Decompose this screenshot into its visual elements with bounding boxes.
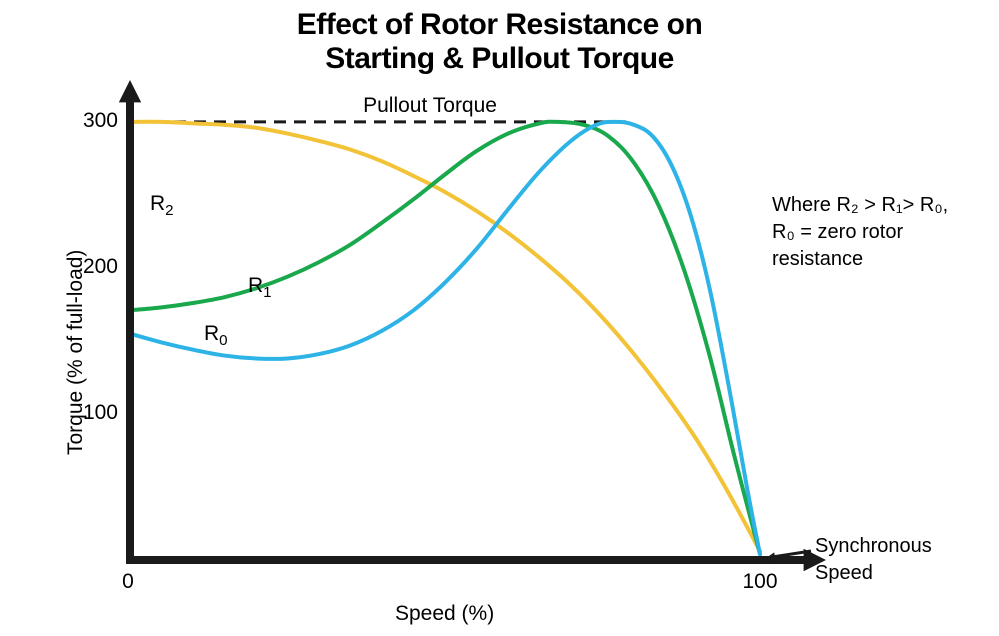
legend-note-line1: Where R₂ > R₁> R₀, (772, 194, 948, 216)
legend-note: Where R₂ > R₁> R₀, R₀ = zero rotor resis… (772, 192, 999, 273)
sync-line2: Speed (815, 562, 873, 584)
chart-root: Effect of Rotor Resistance on Starting &… (0, 0, 999, 636)
y-tick-label: 300 (83, 109, 118, 133)
x-tick-label: 100 (742, 570, 777, 594)
x-tick-label: 0 (122, 570, 134, 594)
curve-label-R1: R1 (248, 272, 272, 304)
sync-line1: Synchronous (815, 535, 932, 557)
synchronous-speed-label: Synchronous Speed (815, 533, 932, 587)
y-tick-label: 200 (83, 255, 118, 279)
curve-label-R0: R0 (204, 320, 228, 352)
curve-label-R2: R2 (150, 190, 174, 222)
x-axis-label: Speed (%) (395, 602, 494, 626)
pullout-torque-label: Pullout Torque (363, 92, 497, 120)
legend-note-line2: R₀ = zero rotor resistance (772, 221, 903, 270)
y-tick-label: 100 (83, 401, 118, 425)
